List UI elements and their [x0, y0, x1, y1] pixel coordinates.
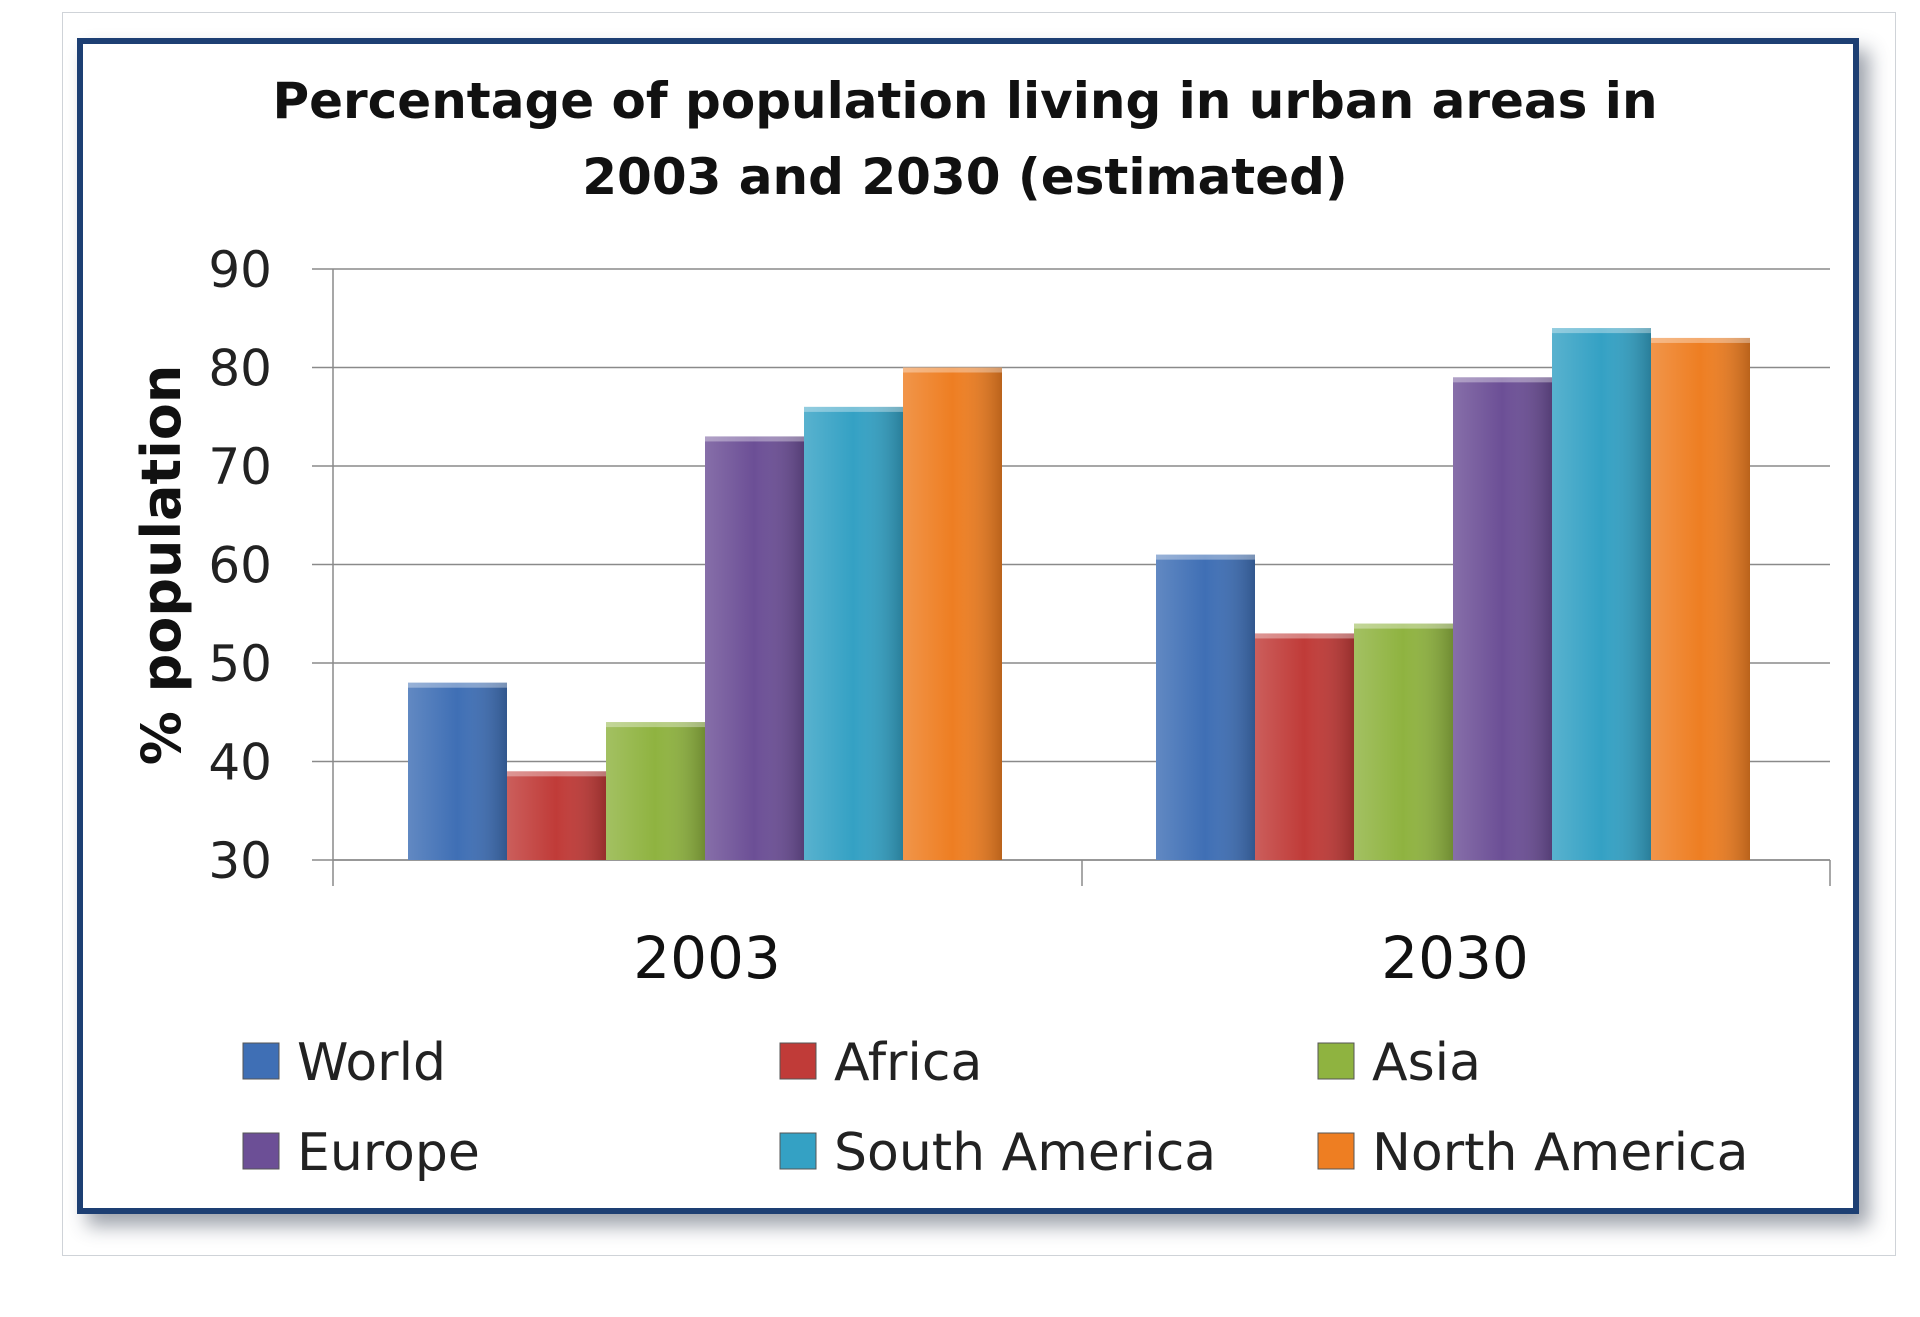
legend-item: World [242, 1033, 446, 1093]
bar-africa-2003 [507, 771, 606, 860]
bar-asia-2003 [606, 722, 705, 860]
legend-item: North America [1317, 1123, 1748, 1183]
y-tick-label: 70 [208, 438, 272, 496]
x-category-label: 2030 [1381, 924, 1529, 992]
y-tick-label: 50 [208, 635, 272, 693]
x-category-label: 2003 [633, 924, 781, 992]
bar-world-2030 [1156, 554, 1255, 860]
legend-swatch [242, 1132, 280, 1170]
legend-label: Africa [834, 1033, 982, 1093]
y-tick-label: 40 [208, 734, 272, 792]
bar-asia-2030 [1354, 623, 1453, 860]
y-tick-label: 80 [208, 340, 272, 398]
bar-africa-2030 [1255, 633, 1354, 860]
legend-label: World [297, 1033, 446, 1093]
bar-europe-2003 [705, 436, 804, 860]
y-tick-label: 60 [208, 537, 272, 595]
legend-label: Asia [1372, 1033, 1481, 1093]
legend-label: Europe [297, 1123, 480, 1183]
chart-title-line-2: 2003 and 2030 (estimated) [582, 148, 1348, 206]
chart-title-line-1: Percentage of population living in urban… [272, 72, 1657, 130]
y-tick-label: 30 [208, 832, 272, 890]
legend-label: North America [1372, 1123, 1748, 1183]
legend-swatch [1317, 1132, 1355, 1170]
bar-north-america-2030 [1651, 337, 1750, 860]
bar-south-america-2003 [804, 406, 903, 860]
legend-swatch [779, 1042, 817, 1080]
legend-swatch [242, 1042, 280, 1080]
bar-europe-2030 [1453, 377, 1552, 860]
bar-north-america-2003 [903, 367, 1002, 860]
legend-swatch [779, 1132, 817, 1170]
legend-label: South America [834, 1123, 1216, 1183]
legend-item: Asia [1317, 1033, 1481, 1093]
legend-item: Europe [242, 1123, 480, 1183]
bar-world-2003 [408, 682, 507, 860]
legend-swatch [1317, 1042, 1355, 1080]
y-tick-label: 90 [208, 241, 272, 299]
bar-south-america-2030 [1552, 328, 1651, 861]
legend-item: South America [779, 1123, 1216, 1183]
legend-item: Africa [779, 1033, 982, 1093]
y-axis-label: % population [130, 365, 193, 766]
